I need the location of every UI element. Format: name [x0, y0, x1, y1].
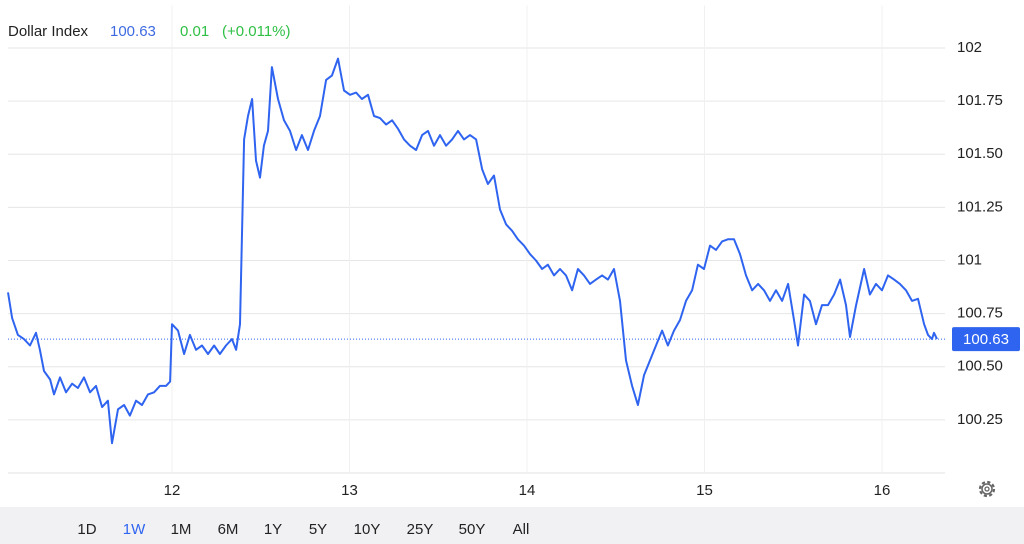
range-button[interactable]: 6M: [218, 521, 239, 538]
y-tick-label: 101: [957, 251, 982, 268]
range-button[interactable]: 1D: [77, 521, 96, 538]
change: 0.01: [180, 23, 209, 40]
y-tick-label: 100.50: [957, 358, 1003, 375]
y-tick-label: 102: [957, 39, 982, 56]
y-tick-label: 101.25: [957, 198, 1003, 215]
x-tick-label: 15: [696, 482, 713, 499]
range-button[interactable]: All: [513, 521, 530, 538]
gear-ring: [981, 483, 993, 495]
y-tick-label: 100.75: [957, 305, 1003, 322]
range-button[interactable]: 25Y: [407, 521, 434, 538]
range-button[interactable]: 50Y: [459, 521, 486, 538]
settings-icon[interactable]: [978, 480, 996, 498]
y-tick-label: 101.75: [957, 92, 1003, 109]
range-button[interactable]: 5Y: [309, 521, 327, 538]
x-tick-label: 12: [164, 482, 181, 499]
y-tick-label: 101.50: [957, 145, 1003, 162]
price-tag-label: 100.63: [963, 331, 1009, 348]
gear-teeth: [978, 480, 996, 498]
price: 100.63: [110, 23, 156, 40]
range-button[interactable]: 1W: [123, 521, 146, 538]
gear-hole: [984, 486, 990, 492]
range-button[interactable]: 1Y: [264, 521, 282, 538]
x-tick-label: 16: [874, 482, 891, 499]
y-tick-label: 100.25: [957, 411, 1003, 428]
change-percent: (+0.011%): [222, 23, 291, 40]
price-line: [7, 57, 938, 445]
range-button[interactable]: 1M: [171, 521, 192, 538]
chart-title: Dollar Index: [8, 23, 89, 40]
x-tick-label: 14: [519, 482, 536, 499]
x-tick-label: 13: [341, 482, 358, 499]
range-bar: [0, 507, 1024, 544]
range-button[interactable]: 10Y: [354, 521, 381, 538]
price-tag: [952, 327, 1020, 352]
